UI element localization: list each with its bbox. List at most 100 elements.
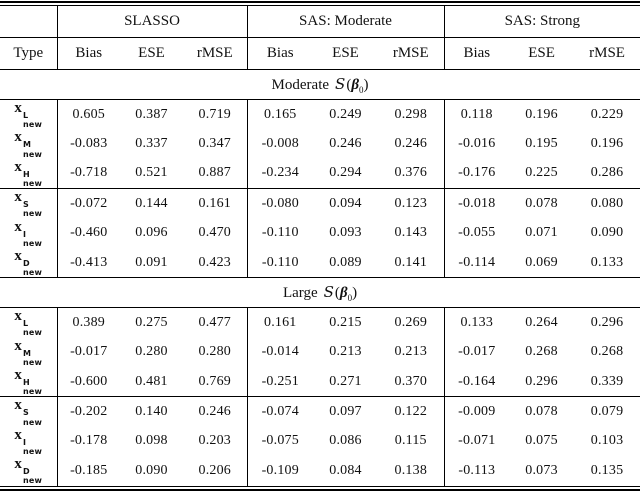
row-label-sup: S xyxy=(23,408,29,418)
cell: -0.009 xyxy=(443,396,510,427)
row-label-sub: new xyxy=(23,328,43,338)
section-size-label: Large xyxy=(282,284,318,301)
row-label-sub: new xyxy=(23,178,43,188)
cell: -0.413 xyxy=(56,247,120,279)
cell: -0.071 xyxy=(443,426,510,457)
cell: 0.115 xyxy=(394,433,427,449)
cell: 0.133 xyxy=(443,307,510,338)
cell: -0.251 xyxy=(246,367,313,398)
row-label-x: x xyxy=(14,129,23,146)
cell: 0.521 xyxy=(120,158,183,190)
cell: 0.887 xyxy=(183,158,247,190)
cell: 0.078 xyxy=(525,195,558,211)
row-label-sub: new xyxy=(23,120,43,130)
row-label-x: x xyxy=(14,218,23,235)
cell: 0.195 xyxy=(525,136,558,152)
group-header-row: SLASSO SAS: Moderate SAS: Strong xyxy=(0,6,640,38)
cell: 0.091 xyxy=(120,247,183,279)
section-title: Large S(β0) xyxy=(0,277,640,309)
cell: -0.178 xyxy=(56,426,120,457)
cell: -0.176 xyxy=(443,158,510,190)
bias-header: Bias xyxy=(443,37,510,70)
cell: 0.133 xyxy=(574,247,640,279)
row-label-x: x xyxy=(14,337,23,354)
cell: 0.078 xyxy=(525,404,558,420)
row-label-sup: H xyxy=(23,378,30,387)
ese-header: ESE xyxy=(313,37,378,70)
cell: 0.280 xyxy=(198,344,231,360)
cell: 0.196 xyxy=(525,106,558,122)
cell: 0.296 xyxy=(509,367,575,398)
cell: -0.234 xyxy=(246,158,313,190)
group-header-sas-strong: SAS: Strong xyxy=(443,6,640,38)
cell: 0.080 xyxy=(590,195,624,211)
beta-subscript: 0 xyxy=(359,84,364,95)
cell: -0.600 xyxy=(56,367,120,398)
row-label-sup: H xyxy=(23,169,30,179)
cell: 0.071 xyxy=(525,225,558,241)
cell: 0.269 xyxy=(394,314,428,330)
row-label-x: x xyxy=(14,247,23,264)
cell: -0.072 xyxy=(56,188,120,219)
cell: -0.202 xyxy=(56,396,120,427)
cell: 0.213 xyxy=(329,344,362,360)
cell: 0.389 xyxy=(56,307,120,338)
bias-header: Bias xyxy=(246,37,313,70)
type-header: Type xyxy=(0,37,57,70)
cell: 0.719 xyxy=(198,106,231,122)
cell: 0.296 xyxy=(590,314,624,330)
cell: 0.280 xyxy=(135,344,168,360)
row-label-x: x xyxy=(14,100,23,116)
cell: 0.294 xyxy=(313,158,378,190)
cell: -0.113 xyxy=(443,456,510,486)
cell: 0.249 xyxy=(329,106,362,122)
cell: 0.203 xyxy=(198,433,231,449)
cell: 0.141 xyxy=(378,247,445,279)
cell: -0.185 xyxy=(56,456,120,486)
cell: -0.109 xyxy=(246,456,313,486)
cell: 0.089 xyxy=(313,247,378,279)
cell: 0.769 xyxy=(183,367,247,398)
cell: 0.161 xyxy=(246,307,313,338)
row-label-x: x xyxy=(14,426,23,443)
row-label-sub: new xyxy=(23,238,43,248)
cell: 0.246 xyxy=(198,404,231,420)
cell: 0.161 xyxy=(198,195,231,211)
cell: 0.347 xyxy=(198,136,231,152)
cell: 0.098 xyxy=(135,433,168,449)
cell: -0.460 xyxy=(56,218,120,248)
cell: 0.140 xyxy=(135,404,168,420)
paren-open: ( xyxy=(334,284,340,301)
row-label-sup: L xyxy=(23,319,29,329)
cell: 0.079 xyxy=(590,404,624,420)
row-label-sub: new xyxy=(23,268,43,278)
top-double-rule xyxy=(0,1,640,6)
row-label-x: x xyxy=(14,397,23,414)
row-label-sup: S xyxy=(23,200,29,210)
cell: -0.014 xyxy=(246,337,313,367)
